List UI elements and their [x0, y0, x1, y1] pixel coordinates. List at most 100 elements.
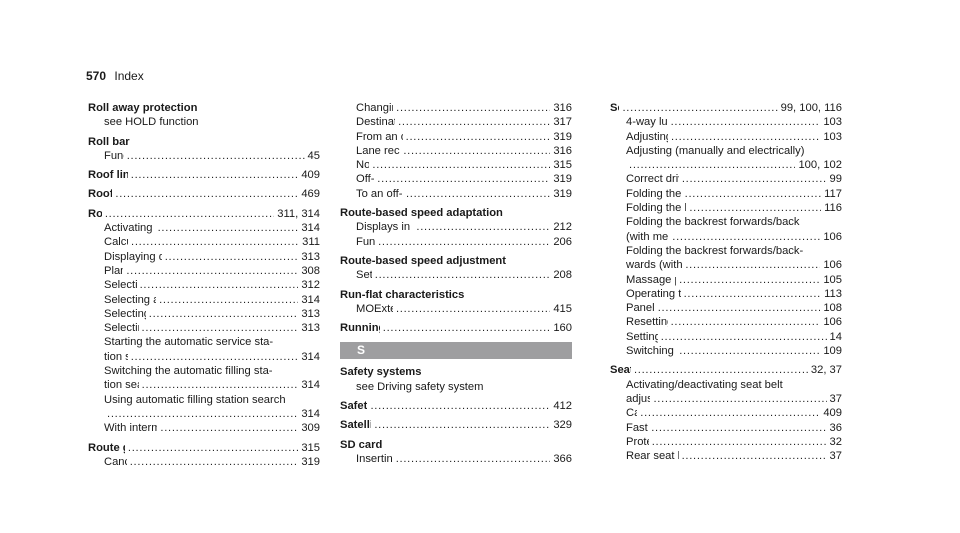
index-entry-row[interactable]: Satellite map 329: [340, 418, 572, 432]
index-subentry[interactable]: 100, 102: [610, 158, 842, 172]
page-ref[interactable]: 309: [301, 422, 320, 435]
index-entry-row[interactable]: Route guidance 315: [88, 441, 320, 455]
index-subentry[interactable]: To an off-road destination 319: [340, 187, 572, 201]
page-ref[interactable]: 160: [553, 322, 572, 335]
index-subentry[interactable]: wards (without memory function) 106: [610, 258, 842, 272]
index-subentry[interactable]: Planning 308: [88, 264, 320, 278]
index-subentry[interactable]: From an off-road location 319: [340, 130, 572, 144]
index-subentry[interactable]: With intermediate destinations 309: [88, 421, 320, 435]
index-subentry[interactable]: Selecting notifications 313: [88, 307, 320, 321]
index-subentry[interactable]: 314: [88, 407, 320, 421]
index-subentry[interactable]: Care 409: [610, 406, 842, 420]
index-subentry[interactable]: Operating the memory function 113: [610, 287, 842, 301]
index-entry-row[interactable]: Roof lining (care) 409: [88, 168, 320, 182]
page-ref[interactable]: 308: [301, 264, 320, 277]
page-ref[interactable]: 106: [823, 230, 842, 243]
index-subentry[interactable]: Selecting a type 312: [88, 278, 320, 292]
index-entry-row[interactable]: Seat 99, 100, 116: [610, 101, 842, 115]
index-subentry[interactable]: Function 45: [88, 149, 320, 163]
index-subentry[interactable]: Activating a commuter route 314: [88, 221, 320, 235]
index-entry-row[interactable]: Safety vest 412: [340, 399, 572, 413]
index-subentry[interactable]: Panel heating 108: [610, 301, 842, 315]
index-subentry[interactable]: Switching AIRSCARF on/off 109: [610, 344, 842, 358]
index-entry-row[interactable]: Seat belt 32, 37: [610, 363, 842, 377]
index-subentry[interactable]: 4-way lumbar support 103: [610, 115, 842, 129]
page-ref[interactable]: 314: [301, 350, 320, 363]
index-subentry[interactable]: Setting 208: [340, 268, 572, 282]
page-ref[interactable]: 99: [829, 173, 842, 186]
page-ref[interactable]: 315: [301, 441, 320, 454]
index-subentry[interactable]: Folding the backrest (rear) back 117: [610, 187, 842, 201]
page-ref[interactable]: 311: [302, 236, 320, 249]
index-subentry[interactable]: MOExtended tyres 415: [340, 302, 572, 316]
index-subentry[interactable]: tion search 314: [88, 350, 320, 364]
page-ref[interactable]: 315: [553, 159, 572, 172]
page-ref[interactable]: 314: [301, 222, 320, 235]
page-ref[interactable]: 105: [823, 273, 842, 286]
index-subentry[interactable]: Inserting/removing 366: [340, 452, 572, 466]
page-ref[interactable]: 314: [301, 407, 320, 420]
page-ref[interactable]: 37: [829, 450, 842, 463]
index-subentry[interactable]: Notes 315: [340, 158, 572, 172]
page-ref[interactable]: 103: [823, 130, 842, 143]
page-ref[interactable]: 108: [823, 302, 842, 315]
page-ref[interactable]: 36: [829, 421, 842, 434]
page-ref[interactable]: 415: [553, 302, 572, 315]
page-ref[interactable]: 314: [301, 293, 320, 306]
page-ref[interactable]: 319: [553, 130, 572, 143]
page-ref[interactable]: 99, 100, 116: [780, 102, 842, 114]
page-ref[interactable]: 32, 37: [810, 364, 842, 377]
page-ref[interactable]: 317: [553, 116, 572, 129]
page-ref[interactable]: 106: [823, 316, 842, 329]
index-subentry[interactable]: Cancelling 319: [88, 455, 320, 469]
page-ref[interactable]: 409: [301, 169, 320, 182]
index-subentry[interactable]: Resetting the settings 106: [610, 315, 842, 329]
page-ref[interactable]: 316: [553, 144, 572, 157]
page-ref[interactable]: 314: [301, 379, 320, 392]
page-ref[interactable]: 313: [301, 250, 320, 263]
page-ref[interactable]: 319: [553, 173, 572, 186]
index-subentry[interactable]: Rear seat belt status display 37: [610, 449, 842, 463]
index-subentry[interactable]: Correct driver's seat position 99: [610, 172, 842, 186]
page-ref[interactable]: 366: [553, 452, 572, 465]
page-ref[interactable]: 32: [829, 435, 842, 448]
index-entry-row[interactable]: Route 311, 314: [88, 207, 320, 221]
page-ref[interactable]: 208: [553, 269, 572, 282]
page-ref[interactable]: 106: [823, 259, 842, 272]
page-ref[interactable]: 311, 314: [277, 207, 320, 220]
page-ref[interactable]: 206: [553, 235, 572, 248]
page-ref[interactable]: 113: [824, 287, 842, 300]
page-ref[interactable]: 37: [829, 392, 842, 405]
page-ref[interactable]: 116: [824, 202, 842, 215]
index-entry-row[interactable]: Roof load 469: [88, 187, 320, 201]
page-ref[interactable]: 319: [553, 187, 572, 200]
page-ref[interactable]: 469: [301, 188, 320, 201]
index-subentry[interactable]: Massage program overview 105: [610, 273, 842, 287]
index-subentry[interactable]: Destination reached 317: [340, 115, 572, 129]
index-subentry[interactable]: Function 206: [340, 235, 572, 249]
page-ref[interactable]: 14: [829, 330, 842, 343]
page-ref[interactable]: 412: [553, 400, 572, 413]
page-ref[interactable]: 329: [553, 419, 572, 432]
index-entry-row[interactable]: Running-in notes 160: [340, 321, 572, 335]
page-ref[interactable]: 313: [301, 322, 320, 335]
index-subentry[interactable]: Calculating 311: [88, 235, 320, 249]
index-subentry[interactable]: Setting options 14: [610, 330, 842, 344]
index-subentry[interactable]: Folding the backrest (rear) forwards 116: [610, 201, 842, 215]
page-ref[interactable]: 319: [301, 455, 320, 468]
index-subentry[interactable]: Fastening 36: [610, 421, 842, 435]
index-subentry[interactable]: Displays in the instrument display 212: [340, 220, 572, 234]
index-subentry[interactable]: Changing direction 316: [340, 101, 572, 115]
page-ref[interactable]: 45: [307, 149, 320, 162]
index-subentry[interactable]: Adjusting (electrically) 103: [610, 130, 842, 144]
index-subentry[interactable]: Off-road 319: [340, 172, 572, 186]
index-subentry[interactable]: (with memory function) 106: [610, 230, 842, 244]
page-ref[interactable]: 103: [823, 116, 842, 129]
page-ref[interactable]: 100, 102: [798, 159, 842, 172]
page-ref[interactable]: 409: [823, 407, 842, 420]
index-subentry[interactable]: Protection 32: [610, 435, 842, 449]
index-subentry[interactable]: Selecting an alternative route 314: [88, 293, 320, 307]
index-subentry[interactable]: Selecting options 313: [88, 321, 320, 335]
index-subentry[interactable]: Lane recommendations 316: [340, 144, 572, 158]
page-ref[interactable]: 212: [553, 221, 572, 234]
